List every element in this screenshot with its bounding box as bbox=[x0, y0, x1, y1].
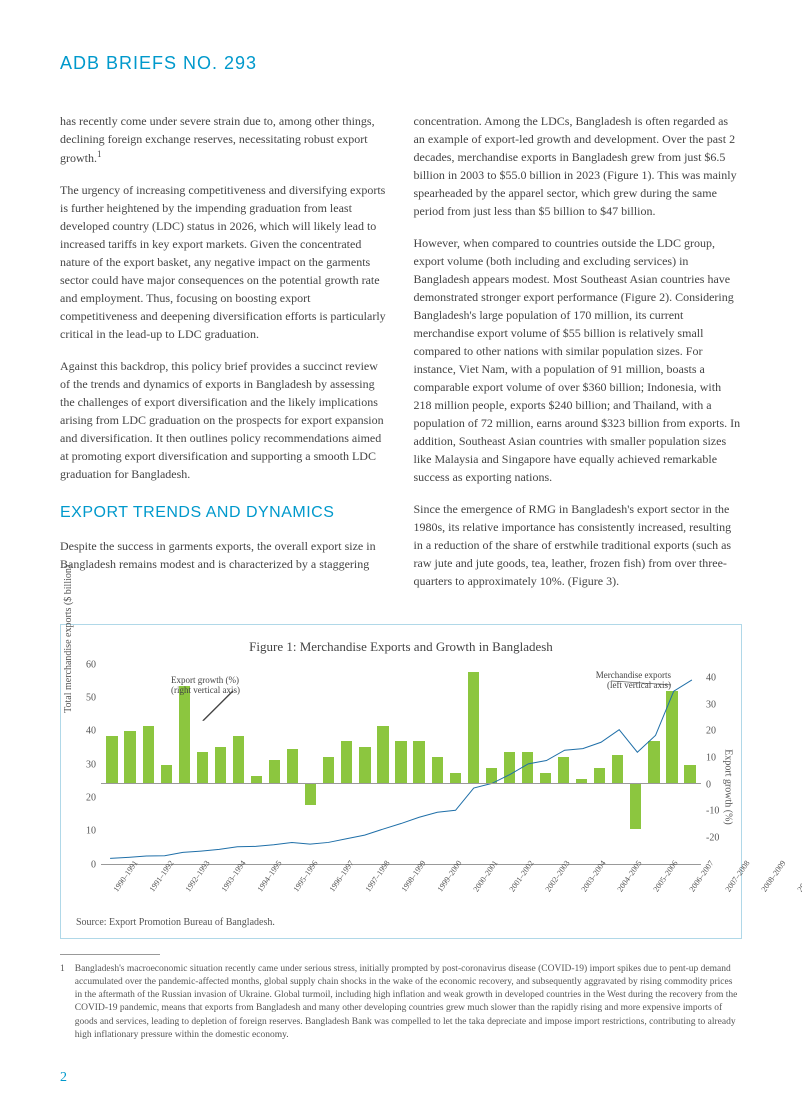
page-number: 2 bbox=[60, 1067, 742, 1088]
para-r1: concentration. Among the LDCs, Banglades… bbox=[414, 112, 743, 220]
plot-region: Export growth (%) (right vertical axis) … bbox=[101, 665, 701, 865]
footnote: 1 Bangladesh's macroeconomic situation r… bbox=[60, 963, 742, 1043]
section-title: EXPORT TRENDS AND DYNAMICS bbox=[60, 501, 389, 525]
annotation-exports: Merchandise exports (left vertical axis) bbox=[596, 670, 671, 692]
x-axis: 1990–19911991–19921992–19931993–19941994… bbox=[101, 865, 701, 910]
page-header: ADB BRIEFS NO. 293 bbox=[60, 50, 742, 77]
figure-1: Figure 1: Merchandise Exports and Growth… bbox=[60, 624, 742, 939]
annotation-growth: Export growth (%) (right vertical axis) bbox=[171, 675, 240, 697]
footnote-ref: 1 bbox=[97, 149, 102, 159]
footnote-rule bbox=[60, 954, 160, 955]
left-column: has recently come under severe strain du… bbox=[60, 112, 389, 604]
para-2: The urgency of increasing competitivenes… bbox=[60, 181, 389, 343]
right-column: concentration. Among the LDCs, Banglades… bbox=[414, 112, 743, 604]
footnote-number: 1 bbox=[60, 963, 65, 1043]
para-r3: Since the emergence of RMG in Bangladesh… bbox=[414, 500, 743, 590]
chart-plot-area: 0102030405060 Export growth (%) (right v… bbox=[76, 665, 726, 865]
para-1: has recently come under severe strain du… bbox=[60, 112, 389, 167]
para-3: Against this backdrop, this policy brief… bbox=[60, 357, 389, 483]
y-axis-left: 0102030405060 bbox=[76, 665, 101, 865]
para-4: Despite the success in garments exports,… bbox=[60, 537, 389, 573]
y-axis-left-label: Total merchandise exports ($ billion) bbox=[61, 565, 76, 713]
footnote-text: Bangladesh's macroeconomic situation rec… bbox=[75, 963, 742, 1043]
para-r2: However, when compared to countries outs… bbox=[414, 234, 743, 486]
y-axis-right: -20-10010203040 bbox=[701, 665, 726, 865]
chart-source: Source: Export Promotion Bureau of Bangl… bbox=[76, 915, 726, 930]
chart-title: Figure 1: Merchandise Exports and Growth… bbox=[76, 637, 726, 657]
body-columns: has recently come under severe strain du… bbox=[60, 112, 742, 604]
